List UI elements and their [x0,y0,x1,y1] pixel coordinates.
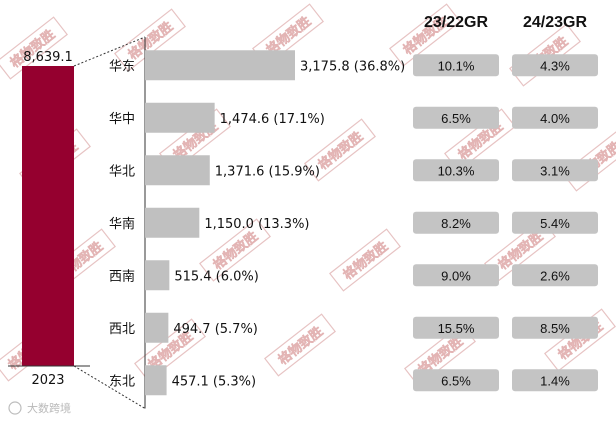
growth-value: 2.6% [540,268,570,283]
region-bars: 华东 3,175.8 (36.8%) 华中 1,474.6 (17.1%) 华北 1,37… [109,50,405,396]
watermark-stamp: 格物致胜 [329,228,401,292]
region-bar [145,207,200,238]
growth-box [413,264,499,287]
connector-top [73,36,146,67]
region-value-label: 457.1 (5.3%) [172,374,257,389]
region-label: 西北 [109,322,135,337]
growth-value: 3.1% [540,163,570,178]
growth-value: 4.0% [540,111,570,126]
growth-box [413,369,499,392]
region-label: 华南 [109,216,135,232]
total-category-label: 2023 [31,373,64,388]
growth-box [413,106,499,129]
region-value-label: 515.4 (6.0%) [174,269,259,284]
growth-box [512,159,598,182]
growth-value: 1.4% [540,373,570,388]
growth-box [512,369,598,392]
growth-value: 15.5% [438,321,475,336]
region-value-label: 1,474.6 (17.1%) [220,112,325,127]
growth-box [413,211,499,234]
source-logo: 大数跨境 [8,401,71,415]
region-value-label: 3,175.8 (36.8%) [300,59,405,74]
source-logo-text: 大数跨境 [27,401,71,415]
growth-header-23-22: 23/22GR [424,14,488,31]
growth-value: 4.3% [540,58,570,73]
region-label: 西南 [109,268,135,284]
total-bar [22,66,74,366]
growth-boxes: 10.1% 4.3% 6.5% 4.0% 10.3% 3.1% 8.2% 5.4% 9.0% 2.… [413,54,598,392]
growth-box [413,54,499,77]
growth-value: 8.2% [441,216,471,231]
growth-value: 10.3% [438,163,475,178]
growth-value: 6.5% [441,373,471,388]
region-value-label: 494.7 (5.7%) [173,322,258,337]
region-value-label: 1,150.0 (13.3%) [204,217,309,232]
growth-header-24-23: 24/23GR [523,14,587,31]
growth-box [512,211,598,234]
region-bar [145,365,167,396]
connector-bottom [73,365,146,409]
growth-value: 10.1% [438,58,475,73]
growth-box [512,316,598,339]
growth-value: 9.0% [441,268,471,283]
total-value-label: 8,639.1 [23,50,73,65]
region-bar [145,102,215,133]
region-label: 东北 [109,374,135,389]
growth-box [512,106,598,129]
growth-value: 6.5% [441,111,471,126]
region-bar [145,312,169,343]
growth-box [512,264,598,287]
region-label: 华北 [109,164,135,179]
growth-box [512,54,598,77]
region-label: 华东 [109,59,135,74]
growth-box [413,159,499,182]
logo-icon [8,401,22,415]
region-value-label: 1,371.6 (15.9%) [215,164,320,179]
region-bar [145,155,210,186]
region-bar [145,50,295,81]
growth-value: 8.5% [540,321,570,336]
growth-box [413,316,499,339]
watermark-stamp: 格物致胜 [264,313,336,377]
region-label: 华中 [109,112,135,127]
region-bar [145,260,170,291]
growth-value: 5.4% [540,216,570,231]
